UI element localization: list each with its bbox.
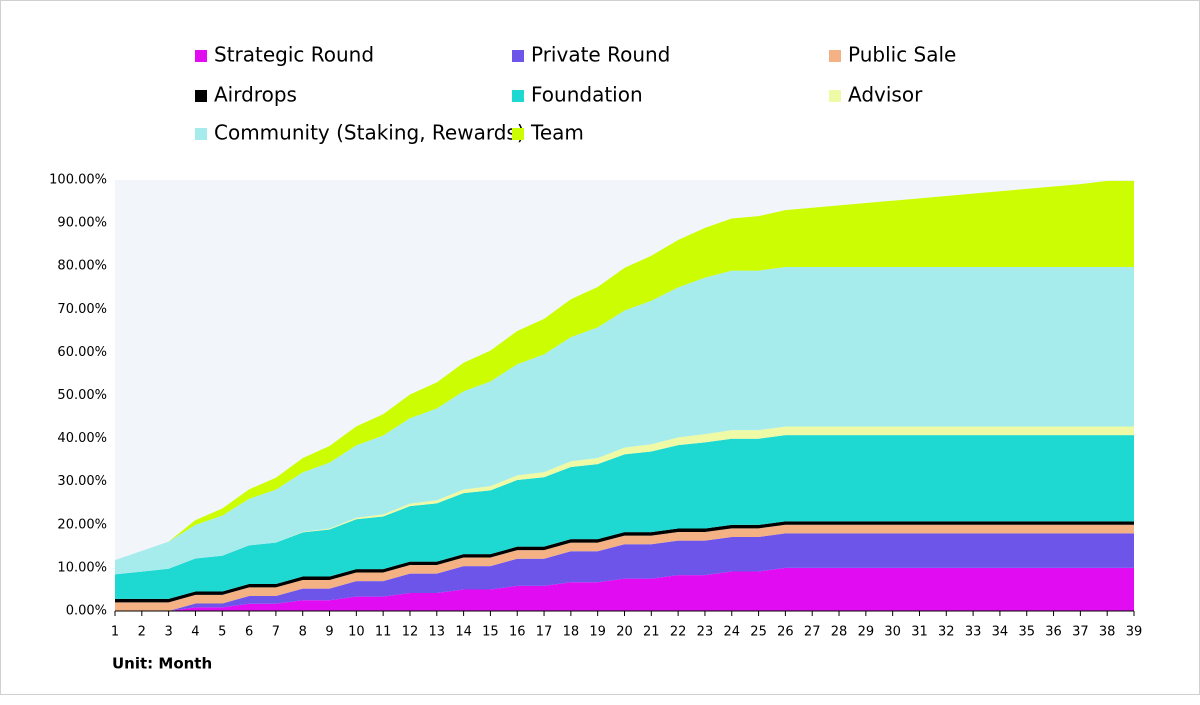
x-tick-label: 1 (111, 625, 119, 640)
legend-label: Strategic Round (214, 43, 374, 67)
x-tick-label: 8 (299, 625, 307, 640)
legend-label: Airdrops (214, 83, 297, 107)
x-tick-label: 7 (272, 625, 280, 640)
x-tick-label: 27 (804, 625, 821, 640)
legend-swatch (512, 128, 524, 140)
legend-swatch (512, 50, 524, 62)
x-tick-label: 36 (1045, 625, 1062, 640)
x-tick-label: 22 (670, 625, 687, 640)
x-tick-label: 38 (1099, 625, 1116, 640)
x-tick-label: 25 (750, 625, 767, 640)
x-tick-label: 6 (245, 625, 253, 640)
x-tick-label: 21 (643, 625, 660, 640)
legend-label: Foundation (531, 83, 643, 107)
y-tick-label: 20.00% (57, 517, 107, 532)
y-tick-label: 70.00% (57, 302, 107, 317)
legend-label: Community (Staking, Rewards) (214, 121, 525, 145)
x-tick-label: 15 (482, 625, 499, 640)
legend-swatch (829, 50, 841, 62)
area (115, 524, 1134, 611)
x-tick-label: 31 (911, 625, 928, 640)
x-tick-label: 19 (589, 625, 606, 640)
x-tick-label: 18 (563, 625, 580, 640)
x-tick-label: 32 (938, 625, 955, 640)
y-tick-label: 30.00% (57, 474, 107, 489)
x-tick-label: 5 (218, 625, 226, 640)
x-tick-label: 16 (509, 625, 526, 640)
y-tick-label: 10.00% (57, 560, 107, 575)
legend-label: Advisor (848, 83, 923, 107)
legend-swatch (512, 90, 524, 102)
x-tick-label: 2 (138, 625, 146, 640)
y-tick-label: 60.00% (57, 345, 107, 360)
x-tick-label: 26 (777, 625, 794, 640)
legend-swatch (195, 50, 207, 62)
area (115, 533, 1134, 611)
x-tick-label: 12 (402, 625, 419, 640)
x-tick-label: 30 (884, 625, 901, 640)
legend-swatch (829, 90, 841, 102)
area (115, 567, 1134, 611)
x-tick-label: 13 (429, 625, 446, 640)
x-tick-label: 11 (375, 625, 392, 640)
y-tick-label: 80.00% (57, 259, 107, 274)
x-axis-title: Unit: Month (112, 655, 212, 673)
x-tick-label: 24 (723, 625, 740, 640)
y-tick-label: 40.00% (57, 431, 107, 446)
x-tick-label: 23 (697, 625, 714, 640)
x-tick-label: 10 (348, 625, 365, 640)
x-tick-label: 33 (965, 625, 982, 640)
x-tick-label: 14 (455, 625, 472, 640)
x-tick-label: 3 (164, 625, 172, 640)
y-tick-label: 0.00% (66, 604, 107, 619)
y-tick-label: 100.00% (49, 173, 107, 188)
legend-swatch (195, 90, 207, 102)
x-tick-label: 35 (1018, 625, 1035, 640)
x-tick-label: 20 (616, 625, 633, 640)
area (115, 267, 1134, 575)
legend-label: Private Round (531, 43, 670, 67)
x-tick-label: 37 (1072, 625, 1089, 640)
x-tick-label: 9 (325, 625, 333, 640)
area (115, 435, 1134, 599)
y-tick-label: 90.00% (57, 216, 107, 231)
legend-label: Team (530, 121, 584, 145)
x-tick-label: 29 (858, 625, 875, 640)
area (115, 521, 1134, 603)
x-tick-label: 34 (992, 625, 1009, 640)
legend-swatch (195, 128, 207, 140)
area (115, 180, 1134, 561)
x-tick-label: 17 (536, 625, 553, 640)
x-tick-label: 28 (831, 625, 848, 640)
x-tick-label: 39 (1126, 625, 1143, 640)
x-tick-label: 4 (191, 625, 199, 640)
legend-label: Public Sale (848, 43, 956, 67)
y-tick-label: 50.00% (57, 388, 107, 403)
